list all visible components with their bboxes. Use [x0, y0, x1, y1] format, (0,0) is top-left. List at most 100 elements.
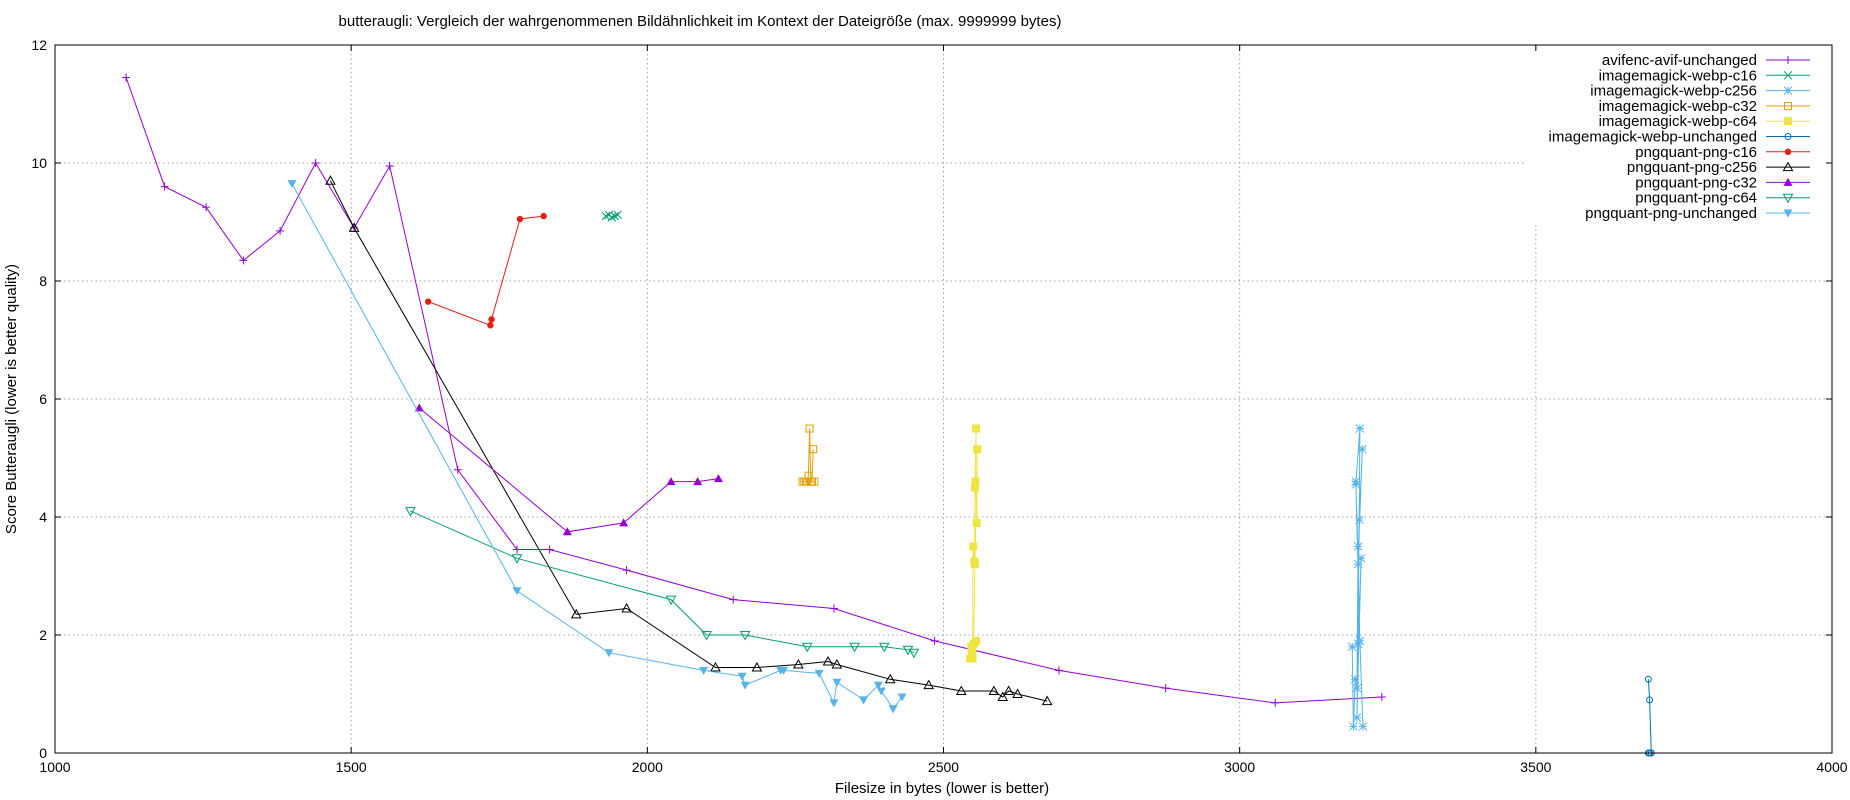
data-point — [239, 256, 248, 265]
data-point — [1353, 639, 1363, 649]
legend-item: avifenc-avif-unchanged — [1602, 52, 1810, 69]
data-point — [801, 642, 813, 653]
data-point — [968, 654, 977, 663]
data-point — [810, 477, 819, 486]
legend-item: imagemagick-webp-c256 — [1590, 83, 1810, 100]
data-point — [779, 666, 789, 675]
data-point — [908, 648, 920, 659]
data-point — [1352, 683, 1362, 693]
legend-item: pngquant-png-c32 — [1635, 174, 1810, 191]
y-tick-label: 2 — [39, 627, 47, 643]
series-pngquant-png-c16 — [424, 212, 547, 329]
data-point — [545, 545, 554, 554]
legend-item: imagemagick-webp-unchanged — [1549, 129, 1810, 146]
data-point — [453, 465, 462, 474]
x-tick-label: 3000 — [1224, 759, 1255, 775]
data-point — [923, 679, 935, 690]
legend: avifenc-avif-unchangedimagemagick-webp-c… — [1549, 52, 1810, 222]
data-point — [619, 518, 629, 527]
data-point — [1271, 698, 1280, 707]
series-avifenc-avif-unchanged — [122, 73, 1386, 707]
data-point — [970, 483, 979, 492]
series-line — [428, 215, 544, 326]
data-point — [832, 678, 842, 687]
y-axis-label: Score Butteraugli (lower is better quali… — [3, 264, 20, 534]
data-point — [666, 477, 676, 486]
data-point — [793, 658, 804, 669]
data-point — [513, 545, 522, 554]
data-point — [809, 445, 818, 454]
legend-label: imagemagick-webp-c64 — [1599, 113, 1757, 130]
plot-series — [122, 73, 1655, 757]
data-point — [1012, 688, 1023, 698]
data-point — [693, 477, 703, 486]
data-point — [511, 554, 523, 564]
data-point — [710, 661, 721, 672]
data-point — [739, 631, 751, 641]
data-point — [311, 159, 320, 167]
data-point — [873, 681, 883, 690]
data-point — [540, 212, 547, 220]
data-point — [1055, 666, 1064, 675]
legend-marker — [1784, 133, 1792, 140]
data-point — [622, 566, 631, 575]
data-point — [160, 182, 169, 191]
data-point — [1347, 642, 1357, 652]
legend-label: avifenc-avif-unchanged — [1602, 52, 1757, 69]
series-pngquant-png-c64 — [405, 507, 920, 659]
data-point — [930, 636, 939, 645]
data-point — [831, 658, 843, 669]
data-point — [202, 203, 211, 212]
data-point — [701, 631, 712, 641]
series-line — [410, 510, 915, 654]
data-point — [1355, 636, 1365, 646]
legend-item: pngquant-png-c16 — [1635, 144, 1810, 161]
data-point — [1349, 722, 1358, 731]
data-point — [1041, 695, 1053, 706]
legend-marker — [1782, 161, 1794, 172]
data-point — [814, 669, 824, 678]
data-point — [1351, 477, 1361, 486]
legend-item: imagemagick-webp-c16 — [1599, 67, 1810, 84]
legend-marker — [1784, 117, 1792, 126]
data-point — [488, 316, 495, 323]
legend-item: pngquant-png-c256 — [1627, 159, 1810, 176]
series-pngquant-png-c256 — [325, 175, 1053, 706]
data-point — [1161, 684, 1170, 693]
legend-label: imagemagick-webp-c16 — [1599, 67, 1757, 84]
data-point — [287, 180, 297, 189]
legend-marker — [1784, 56, 1792, 64]
legend-label: imagemagick-webp-unchanged — [1549, 129, 1757, 146]
series-imagemagick-webp-c64 — [966, 424, 982, 663]
data-point — [1356, 553, 1366, 563]
legend-marker — [1783, 177, 1793, 186]
y-tick-label: 10 — [31, 155, 47, 171]
data-point — [1003, 685, 1015, 696]
data-point — [1350, 674, 1360, 684]
data-point — [601, 211, 611, 221]
data-point — [122, 73, 131, 82]
y-tick-label: 4 — [39, 509, 47, 525]
x-tick-label: 3500 — [1520, 759, 1551, 775]
data-point — [969, 542, 978, 551]
series-line — [1647, 679, 1652, 754]
legend-marker — [1783, 70, 1793, 80]
series-line — [418, 407, 719, 533]
data-point — [737, 672, 747, 681]
legend-item: pngquant-png-c64 — [1635, 190, 1810, 207]
data-point — [405, 507, 416, 517]
legend-marker — [1784, 101, 1792, 110]
data-point — [1644, 675, 1652, 683]
data-point — [829, 699, 839, 708]
x-axis-label: Filesize in bytes (lower is better) — [835, 780, 1049, 797]
data-point — [897, 693, 907, 702]
data-point — [970, 560, 979, 569]
series-line — [802, 428, 815, 483]
data-point — [604, 649, 614, 658]
data-point — [713, 474, 723, 483]
data-point — [1353, 542, 1363, 551]
data-point — [562, 527, 572, 536]
data-point — [1354, 515, 1364, 525]
series-imagemagick-webp-unchanged — [1644, 675, 1655, 757]
